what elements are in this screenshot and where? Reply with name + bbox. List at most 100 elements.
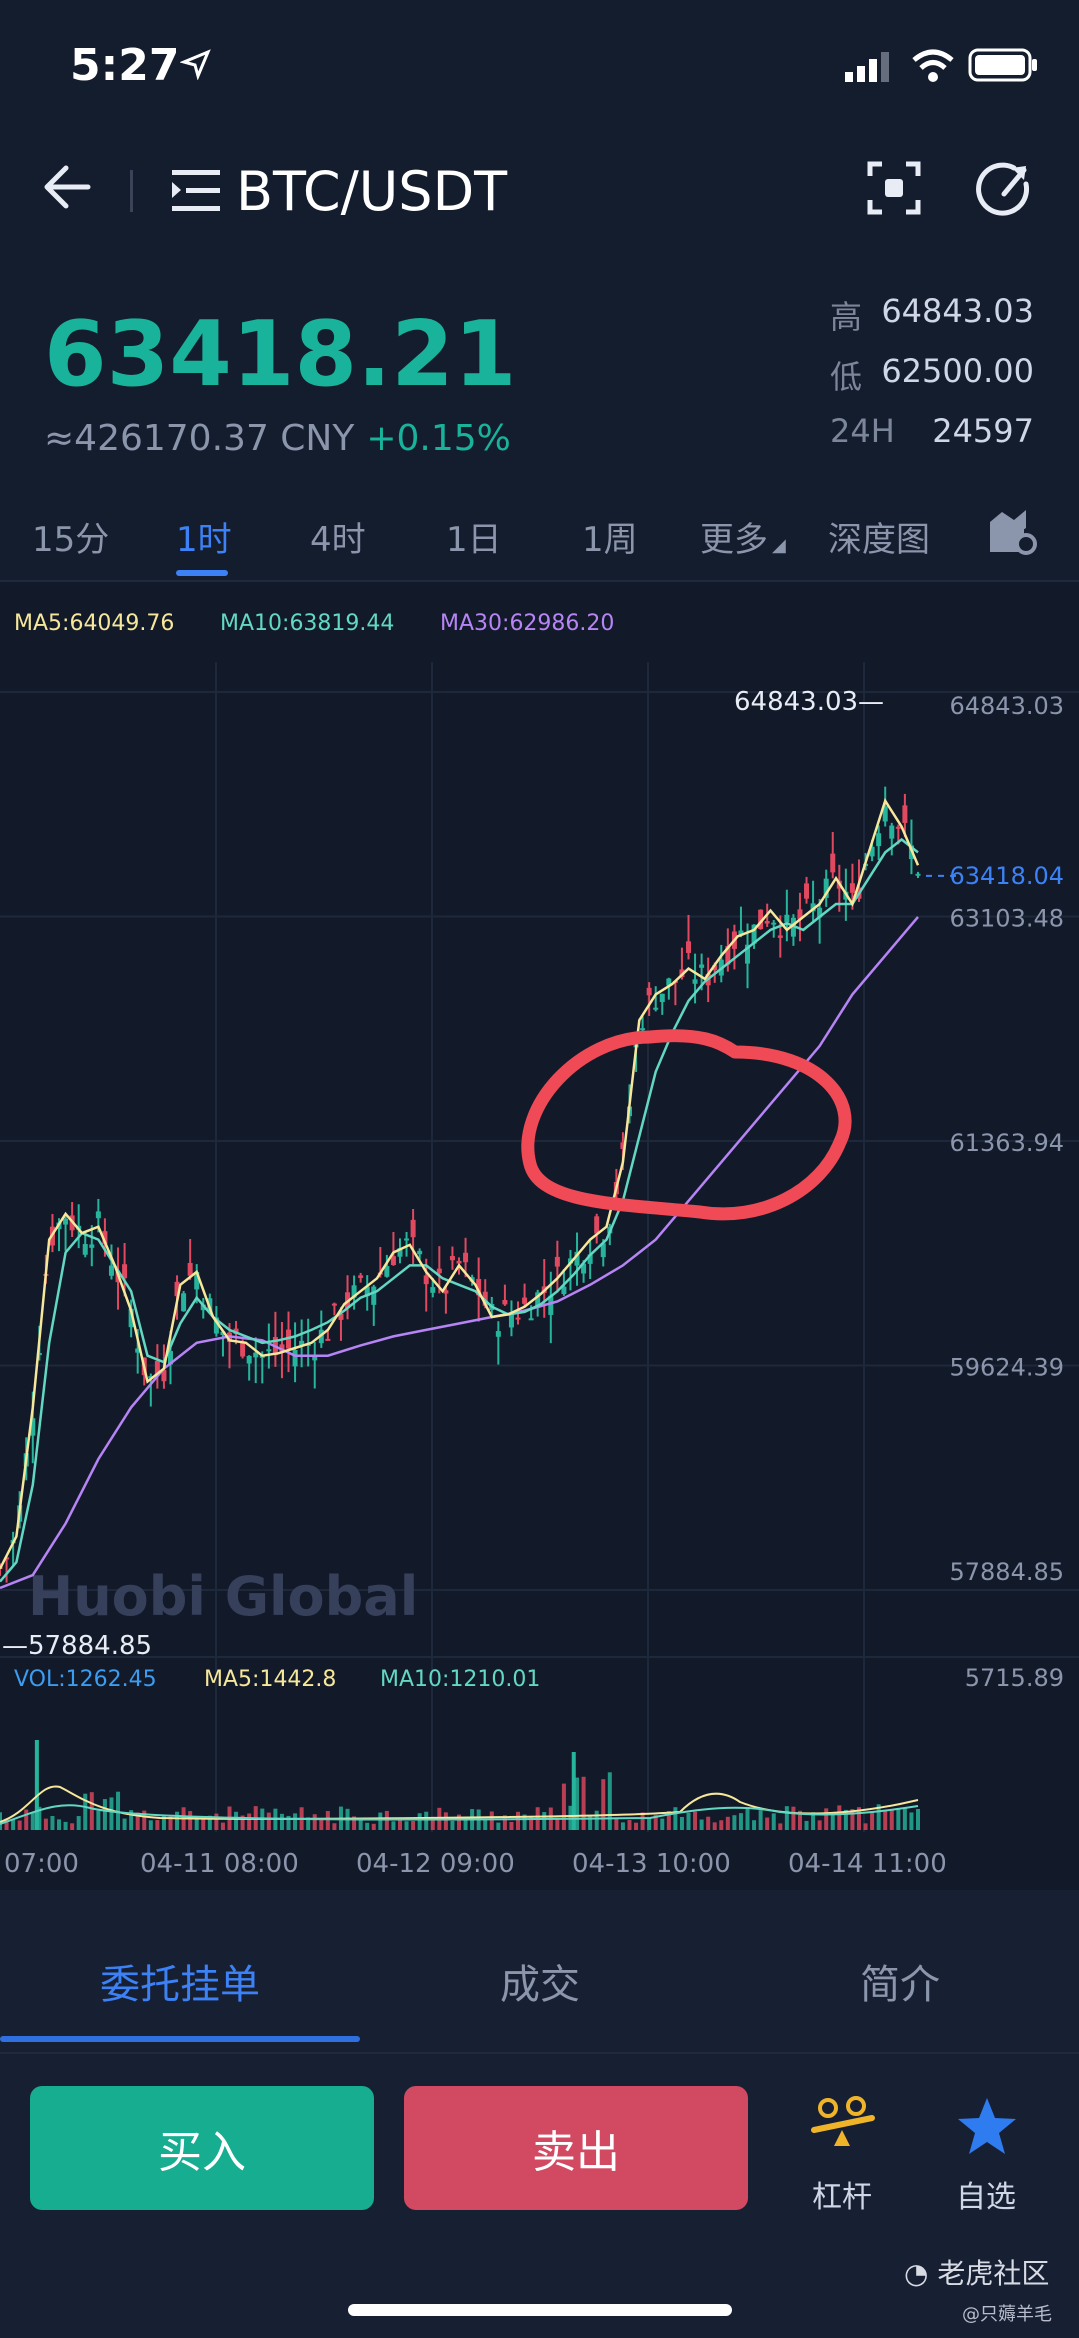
leverage-button[interactable]: 杠杆 — [792, 2092, 892, 2215]
tab-depth[interactable]: 深度图 — [828, 520, 930, 560]
tab-info[interactable]: 简介 — [860, 1962, 940, 2008]
candle-body — [771, 922, 777, 925]
candle-body — [745, 944, 751, 964]
volume-bar — [686, 1812, 691, 1830]
volume-bar — [135, 1812, 140, 1830]
tab-open-orders[interactable]: 委托挂单 — [100, 1962, 260, 2008]
volume-bar — [571, 1752, 576, 1830]
x-tick-label: 04-14 11:00 — [788, 1849, 947, 1879]
candle-body — [253, 1352, 259, 1358]
volume-bar — [561, 1783, 566, 1830]
volume-bar — [4, 1818, 9, 1830]
volume-bar — [594, 1810, 599, 1830]
ma10-line — [0, 837, 919, 1583]
active-tab-indicator — [176, 570, 228, 576]
volume-bar — [234, 1811, 239, 1830]
tab-more[interactable]: 更多 ◢ — [700, 512, 786, 561]
candle-body — [830, 853, 836, 873]
candle-body — [417, 1250, 423, 1255]
volume-bar — [876, 1804, 881, 1830]
volume-bar — [332, 1823, 337, 1830]
candle-body — [82, 1244, 88, 1255]
tab-1d[interactable]: 1日 — [446, 520, 502, 560]
volume-bar — [34, 1740, 39, 1830]
volume-bar — [509, 1821, 514, 1830]
volume-bar — [653, 1814, 658, 1830]
tab-4h[interactable]: 4时 — [310, 520, 366, 560]
volume-bar — [83, 1793, 88, 1830]
candle-body — [449, 1256, 455, 1261]
candle-body — [161, 1369, 167, 1382]
volume-bar — [824, 1808, 829, 1830]
volume-bar — [457, 1814, 461, 1830]
volume-bar — [804, 1820, 809, 1830]
tab-1w[interactable]: 1周 — [582, 520, 638, 560]
home-indicator[interactable] — [348, 2304, 732, 2316]
volume-bar — [220, 1822, 225, 1830]
scan-icon[interactable] — [866, 160, 922, 216]
volume-bar — [889, 1809, 894, 1830]
volume-bar — [581, 1776, 586, 1830]
candle-body — [528, 1318, 534, 1321]
pair-title[interactable]: BTC/USDT — [236, 160, 508, 223]
volume-bar — [916, 1808, 920, 1830]
volume-bar — [640, 1812, 645, 1830]
wifi-icon — [912, 49, 954, 82]
chart-settings-icon[interactable] — [988, 508, 1038, 556]
volume-bar — [902, 1808, 907, 1830]
pair-menu-icon[interactable] — [172, 168, 224, 214]
volume-bar — [116, 1791, 121, 1830]
back-arrow-icon[interactable] — [40, 160, 94, 214]
favorite-label: 自选 — [956, 2180, 1016, 2215]
tab-trades[interactable]: 成交 — [500, 1962, 580, 2008]
volume-bar — [424, 1811, 429, 1830]
volume-bar — [76, 1816, 81, 1830]
volume-bar — [306, 1817, 311, 1830]
candle-body — [725, 946, 731, 965]
volume-bar — [266, 1812, 271, 1830]
volume-bar — [679, 1816, 684, 1830]
volume-bar — [758, 1810, 763, 1830]
volume-bar — [312, 1814, 317, 1830]
volume-bar — [463, 1817, 468, 1830]
favorite-button[interactable]: 自选 — [936, 2092, 1036, 2215]
ma5-line — [0, 797, 920, 1570]
volume-bar — [738, 1813, 743, 1830]
refresh-icon[interactable] — [974, 160, 1034, 220]
volume-bar — [443, 1812, 448, 1830]
buy-button[interactable]: 买入 — [30, 2086, 374, 2210]
candle-body — [620, 1142, 626, 1150]
vol-axis-max: 5715.89 — [965, 1664, 1064, 1692]
leverage-icon — [811, 2096, 875, 2146]
vol-ma5-legend: MA5:1442.8 — [204, 1667, 336, 1692]
volume-bar — [863, 1823, 868, 1830]
volume-bar — [712, 1822, 717, 1830]
tab-1h[interactable]: 1时 — [176, 520, 232, 560]
candle-body — [764, 921, 770, 924]
tab-15m[interactable]: 15分 — [32, 520, 110, 560]
ma30-line — [0, 916, 919, 1590]
candle-body — [758, 909, 764, 930]
volume-bar — [843, 1809, 848, 1830]
candle-body — [384, 1266, 390, 1277]
volume-bar — [358, 1818, 363, 1830]
volume-bar — [811, 1812, 816, 1830]
volume-bar — [771, 1813, 776, 1830]
candle-body — [154, 1360, 160, 1376]
x-tick-label: 04-12 09:00 — [356, 1849, 515, 1879]
candle-body — [823, 878, 829, 898]
x-tick-label: 07:00 — [4, 1849, 79, 1879]
candlestick-chart[interactable]: MA5:64049.76 MA10:63819.44 MA30:62986.20… — [0, 582, 1079, 1890]
price-change: +0.15% — [366, 418, 511, 459]
volume-bar — [784, 1806, 789, 1830]
volume-bar — [555, 1819, 560, 1830]
volume-bar — [666, 1811, 671, 1830]
candle-body — [364, 1286, 370, 1297]
vol-ma10-legend: MA10:1210.01 — [380, 1667, 540, 1692]
candle-body — [659, 993, 665, 1003]
y-tick-label: 57884.85 — [949, 1558, 1064, 1586]
volume-bar — [148, 1820, 153, 1830]
volume-bar — [483, 1820, 488, 1830]
candle-body — [889, 825, 895, 839]
sell-button[interactable]: 卖出 — [404, 2086, 748, 2210]
